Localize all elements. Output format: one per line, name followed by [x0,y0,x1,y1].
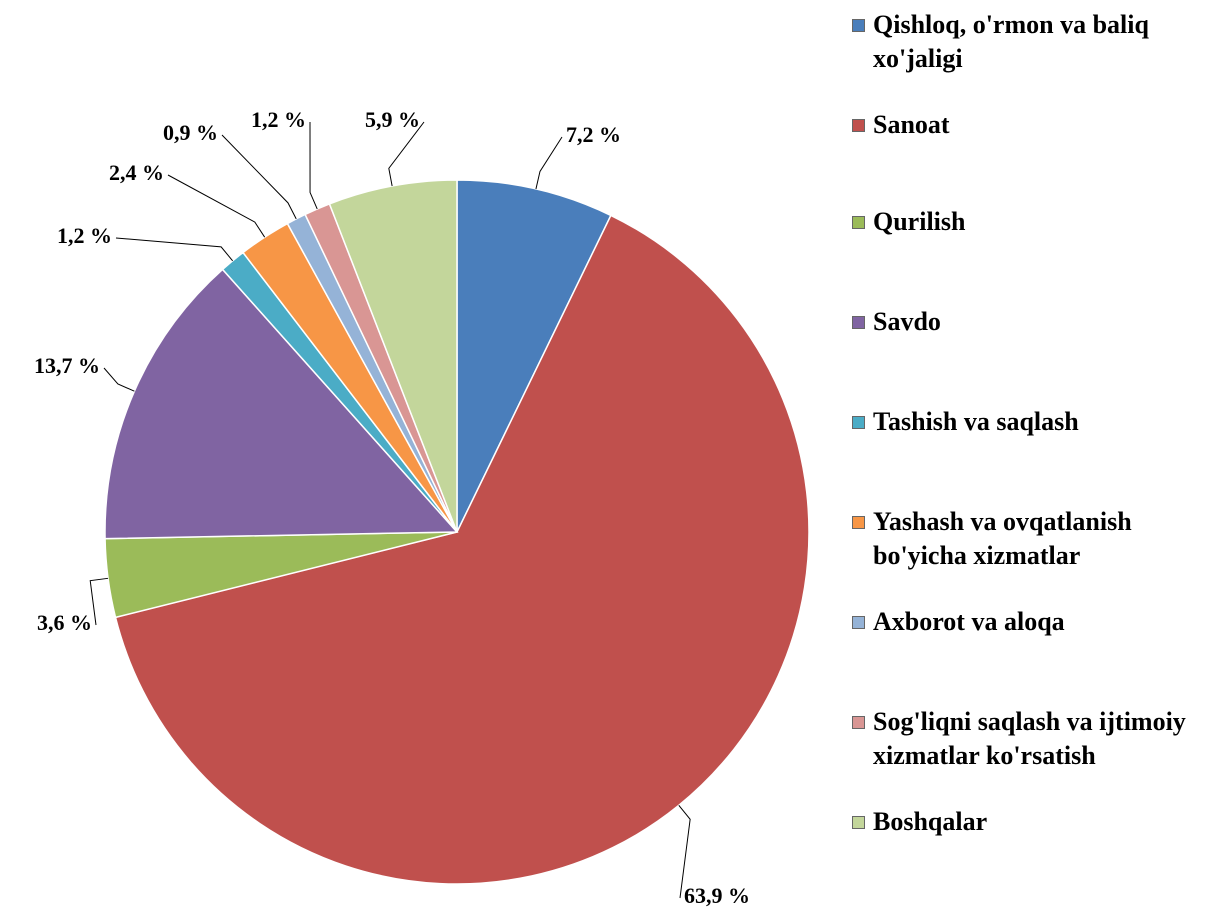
legend-label: Yashash va ovqatlanish bo'yicha xizmatla… [873,507,1132,570]
leader-line [103,367,135,392]
legend-swatch [852,816,865,829]
legend-item: Sanoat [848,108,1218,142]
legend-item: Boshqalar [848,805,1218,839]
legend-swatch [852,516,865,529]
legend-label: Sanoat [873,110,950,139]
pie-slice [456,179,612,533]
data-label: 1,2 % [57,223,112,248]
legend: Qishloq, o'rmon va baliq xo'jaligi Sanoat… [848,0,1218,913]
legend-swatch [852,716,865,729]
leader-line [678,805,691,899]
legend-label: Boshqalar [873,807,988,836]
legend-label: Qurilish [873,207,966,236]
data-label: 63,9 % [684,883,750,908]
legend-item: Qishloq, o'rmon va baliq xo'jaligi [848,8,1218,76]
data-label: 5,9 % [365,107,420,132]
legend-item: Yashash va ovqatlanish bo'yicha xizmatla… [848,505,1218,573]
data-label: 13,7 % [34,353,100,378]
data-label: 2,4 % [109,160,164,185]
leader-line [221,134,297,220]
leader-line [115,237,234,262]
legend-item: Savdo [848,305,1218,339]
legend-label: Qishloq, o'rmon va baliq xo'jaligi [873,10,1149,73]
legend-swatch [852,416,865,429]
legend-label: Savdo [873,307,941,336]
legend-swatch [852,119,865,132]
leader-line [388,121,425,187]
pie-slice [328,179,458,533]
legend-swatch [852,19,865,32]
data-label: 7,2 % [566,122,621,147]
data-label: 0,9 % [163,120,218,145]
legend-swatch [852,216,865,229]
legend-swatch [852,616,865,629]
legend-label: Axborot va aloqa [873,607,1065,636]
chart: 7,2 % 63,9 % 3,6 % 13,7 % 1,2 % 2,4 % 0,9 % 1,2… [34,107,810,908]
pie-slice [114,214,810,885]
leader-line [309,121,318,210]
legend-item: Sog'liqni saqlash va ijtimoiy xizmatlar … [848,705,1218,773]
legend-swatch [852,316,865,329]
leader-line [535,136,563,190]
data-label: 1,2 % [251,107,306,132]
legend-item: Axborot va aloqa [848,605,1218,639]
leader-line [89,577,109,626]
legend-label: Tashish va saqlash [873,407,1079,436]
data-label: 3,6 % [37,610,92,635]
legend-item: Tashish va saqlash [848,405,1218,439]
pie-slice [104,268,459,540]
leader-line [167,174,266,238]
legend-item: Qurilish [848,205,1218,239]
legend-label: Sog'liqni saqlash va ijtimoiy xizmatlar … [873,707,1186,770]
